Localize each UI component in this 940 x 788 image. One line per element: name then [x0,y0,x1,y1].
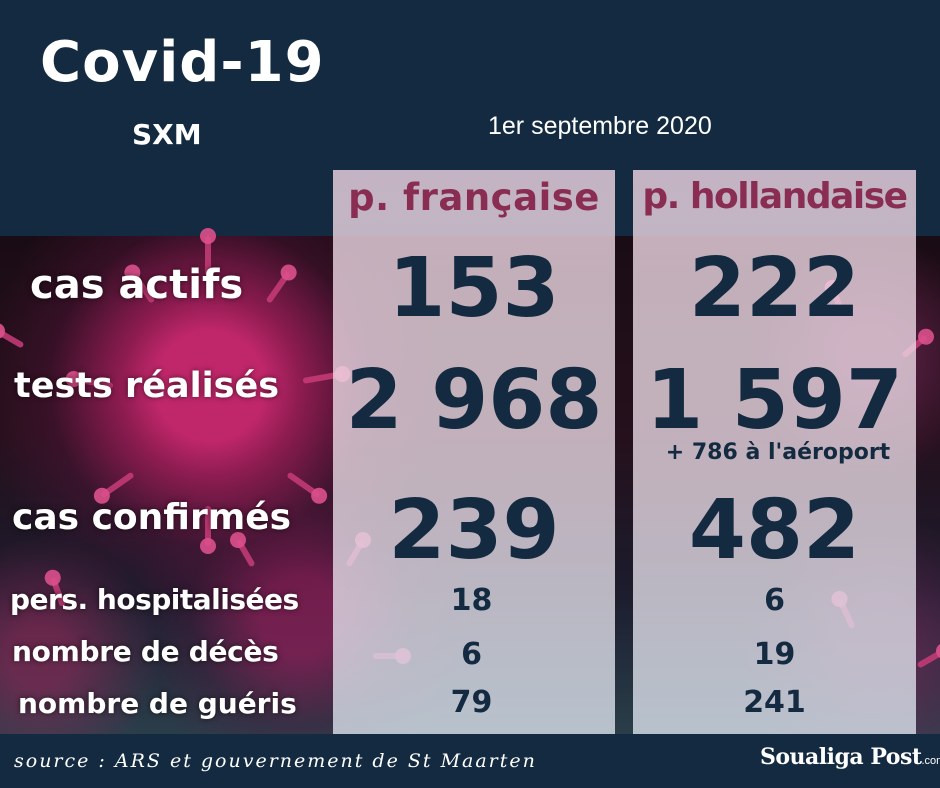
value-hospitalized-french: 18 [450,583,493,618]
page-title: Covid-19 [40,30,325,95]
value-recovered-french: 79 [450,685,493,720]
logo-wordmark: Soualiga Post [760,744,922,770]
row-label-recovered: nombre de guéris [18,687,297,720]
french-column-panel [333,170,615,734]
logo-domain: .com [921,755,940,767]
source-credit: source : ARS et gouvernement de St Maart… [14,750,537,772]
column-header-dutch: p. hollandaise [642,176,908,217]
value-confirmed-french: 239 [388,483,560,578]
row-label-deaths: nombre de décès [12,635,279,668]
publisher-logo: Soualiga Post.com [760,744,940,770]
value-active-cases-french: 153 [388,241,560,336]
row-label-tests: tests réalisés [14,366,280,406]
value-active-cases-dutch: 222 [688,241,861,336]
report-date: 1er septembre 2020 [488,112,712,140]
value-tests-dutch: 1 597 [646,353,903,448]
page-subtitle: SXM [132,118,202,151]
value-confirmed-dutch: 482 [688,483,861,578]
value-hospitalized-dutch: 6 [764,583,785,618]
column-header-french: p. française [348,176,600,219]
footer-bar [0,734,940,788]
value-deaths-dutch: 19 [753,637,796,672]
row-label-active-cases: cas actifs [30,262,244,308]
airport-tests-note: + 786 à l'aéroport [665,440,891,465]
value-deaths-french: 6 [461,637,482,672]
dutch-column-panel [633,170,916,734]
row-label-hospitalized: pers. hospitalisées [10,583,299,616]
value-recovered-dutch: 241 [743,685,806,720]
value-tests-french: 2 968 [345,353,603,448]
row-label-confirmed: cas confirmés [12,497,292,538]
